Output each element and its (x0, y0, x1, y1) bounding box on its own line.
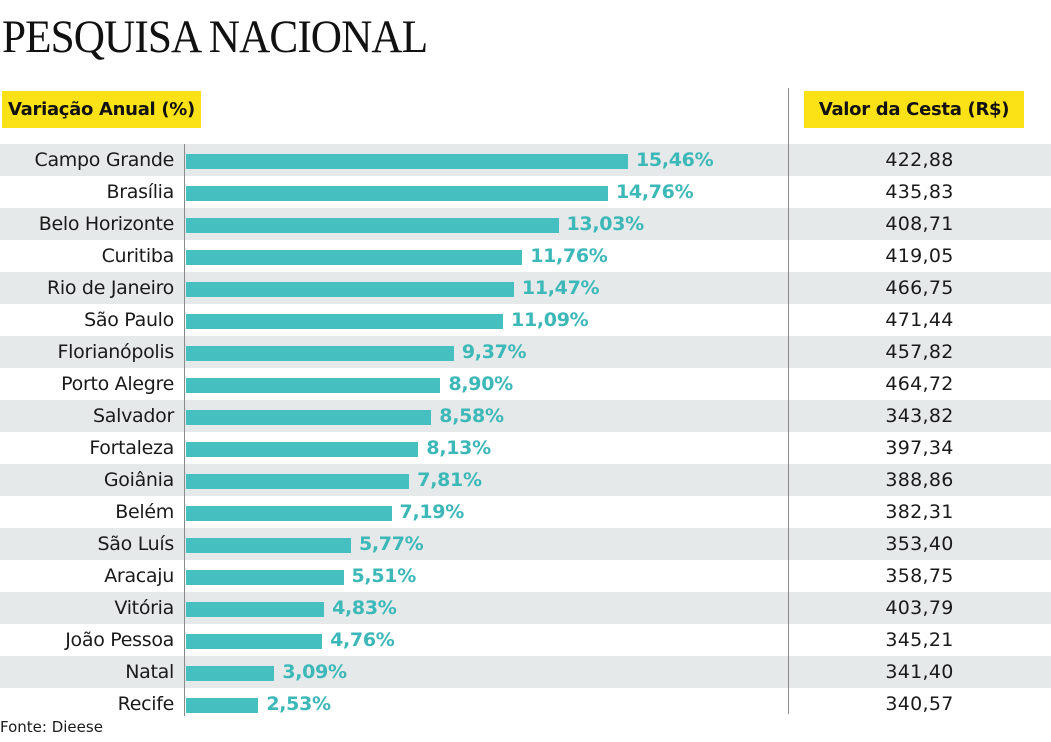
bar (186, 282, 514, 297)
column-divider (788, 88, 789, 714)
bar (186, 570, 344, 585)
data-label: 8,13% (426, 437, 491, 459)
chart-row: Recife 2,53% 340,57 (0, 688, 1051, 720)
basket-value: 422,88 (885, 149, 954, 171)
chart-row: Belém 7,19% 382,31 (0, 496, 1051, 528)
data-label: 7,19% (399, 501, 465, 523)
chart-row: Belo Horizonte 13,03% 408,71 (0, 208, 1051, 240)
basket-value: 358,75 (885, 565, 954, 587)
chart-row: Natal 3,09% 341,40 (0, 656, 1051, 688)
basket-value: 408,71 (885, 213, 954, 235)
bar (186, 314, 504, 329)
data-label: 5,77% (358, 533, 424, 555)
category-label: Curitiba (101, 245, 175, 267)
data-label: 8,90% (448, 373, 513, 395)
bar (186, 154, 628, 169)
data-label: 3,09% (282, 661, 347, 683)
category-label: Salvador (93, 405, 174, 427)
basket-value: 340,57 (885, 693, 954, 715)
data-label: 14,76% (615, 181, 694, 203)
y-axis-line (184, 144, 185, 716)
bar (186, 250, 523, 265)
chart-row: Aracaju 5,51% 358,75 (0, 560, 1051, 592)
data-label: 11,76% (530, 245, 608, 267)
basket-value: 341,40 (885, 661, 954, 683)
data-label: 2,53% (266, 693, 331, 715)
category-label: Goiânia (103, 469, 174, 491)
data-label: 4,83% (332, 597, 397, 619)
bar (186, 410, 432, 425)
bar (186, 602, 325, 617)
category-label: São Luís (97, 533, 175, 555)
data-label: 13,03% (566, 213, 645, 235)
basket-value: 397,34 (885, 437, 954, 459)
chart-row: João Pessoa 4,76% 345,21 (0, 624, 1051, 656)
chart-row: Curitiba 11,76% 419,05 (0, 240, 1051, 272)
basket-value: 471,44 (885, 309, 954, 331)
category-label: Porto Alegre (61, 373, 174, 395)
category-label: Rio de Janeiro (46, 277, 174, 299)
bar (186, 218, 559, 233)
bar (186, 474, 410, 489)
chart-row: Rio de Janeiro 11,47% 466,75 (0, 272, 1051, 304)
chart-row: Florianópolis 9,37% 457,82 (0, 336, 1051, 368)
basket-value: 388,86 (885, 469, 954, 491)
basket-value: 353,40 (885, 533, 954, 555)
category-label: Recife (117, 693, 175, 715)
category-label: Florianópolis (57, 341, 175, 363)
category-label: Belo Horizonte (38, 213, 175, 235)
source-note: Fonte: Dieese (0, 718, 103, 736)
basket-value: 382,31 (885, 501, 954, 523)
basket-value-header: Valor da Cesta (R$) (804, 91, 1024, 128)
data-label: 11,09% (511, 309, 589, 331)
chart-rows: Campo Grande 15,46% 422,88 Brasília 14,76% 43… (0, 144, 1051, 720)
category-label: Campo Grande (34, 149, 174, 171)
basket-value: 466,75 (885, 277, 954, 299)
bar (186, 698, 259, 713)
bar (186, 538, 351, 553)
data-label: 15,46% (636, 149, 714, 171)
chart-row: Brasília 14,76% 435,83 (0, 176, 1051, 208)
basket-value: 403,79 (885, 597, 954, 619)
data-label: 11,47% (521, 277, 600, 299)
data-label: 8,58% (439, 405, 504, 427)
basket-value: 457,82 (885, 341, 954, 363)
bar (186, 186, 608, 201)
bar (186, 634, 323, 649)
basket-value: 419,05 (885, 245, 954, 267)
data-label: 4,76% (330, 629, 395, 651)
category-label: João Pessoa (65, 629, 174, 651)
chart-row: Vitória 4,83% 403,79 (0, 592, 1051, 624)
chart-row: Salvador 8,58% 343,82 (0, 400, 1051, 432)
category-label: Vitória (114, 597, 174, 619)
bar (186, 442, 419, 457)
category-label: Brasília (106, 181, 175, 203)
data-label: 5,51% (351, 565, 417, 587)
bar (186, 378, 441, 393)
category-label: Aracaju (104, 565, 174, 587)
variation-header: Variação Anual (%) (2, 91, 201, 128)
chart-row: Goiânia 7,81% 388,86 (0, 464, 1051, 496)
category-label: Belém (115, 501, 174, 523)
bar (186, 666, 275, 681)
chart-title: PESQUISA NACIONAL (2, 11, 428, 63)
chart-row: Fortaleza 8,13% 397,34 (0, 432, 1051, 464)
basket-value: 435,83 (885, 181, 954, 203)
chart-row: São Luís 5,77% 353,40 (0, 528, 1051, 560)
data-label: 9,37% (461, 341, 527, 363)
bar (186, 506, 392, 521)
bar (186, 346, 454, 361)
chart-row: São Paulo 11,09% 471,44 (0, 304, 1051, 336)
basket-value: 343,82 (885, 405, 954, 427)
category-label: Natal (125, 661, 174, 683)
basket-value: 464,72 (885, 373, 954, 395)
category-label: Fortaleza (89, 437, 174, 459)
data-label: 7,81% (417, 469, 482, 491)
category-label: São Paulo (84, 309, 174, 331)
chart-row: Porto Alegre 8,90% 464,72 (0, 368, 1051, 400)
basket-value: 345,21 (885, 629, 954, 651)
chart-row: Campo Grande 15,46% 422,88 (0, 144, 1051, 176)
